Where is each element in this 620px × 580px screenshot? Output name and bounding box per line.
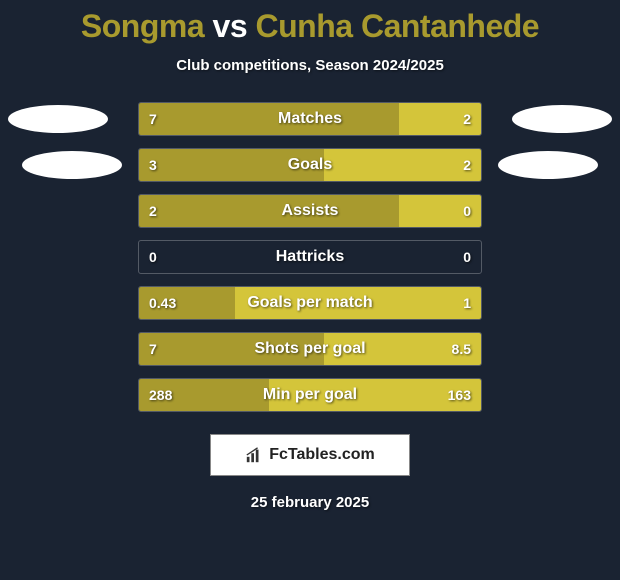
stat-bar-left-fill [139, 149, 324, 181]
stat-row: 78.5Shots per goal [0, 332, 620, 366]
stat-value-right: 8.5 [452, 333, 471, 365]
stat-row: 20Assists [0, 194, 620, 228]
stat-bar-track: 20Assists [138, 194, 482, 228]
vs-separator: vs [213, 8, 248, 44]
stat-row: 32Goals [0, 148, 620, 182]
stat-value-left: 0.43 [149, 287, 176, 319]
stat-value-left: 7 [149, 333, 157, 365]
stat-bar-track: 288163Min per goal [138, 378, 482, 412]
stat-row: 0.431Goals per match [0, 286, 620, 320]
stats-chart: 72Matches32Goals20Assists00Hattricks0.43… [0, 102, 620, 412]
stat-bar-track: 78.5Shots per goal [138, 332, 482, 366]
stat-bar-left-fill [139, 103, 399, 135]
stat-value-right: 2 [463, 149, 471, 181]
chart-icon [245, 446, 263, 464]
subtitle: Club competitions, Season 2024/2025 [0, 57, 620, 74]
stat-value-left: 7 [149, 103, 157, 135]
stat-bar-track: 32Goals [138, 148, 482, 182]
player-left-name: Songma [81, 8, 204, 44]
stat-bar-right-fill [235, 287, 481, 319]
stat-value-right: 0 [463, 195, 471, 227]
player-right-name: Cunha Cantanhede [256, 8, 540, 44]
stat-value-right: 1 [463, 287, 471, 319]
stat-row: 0 0Hattricks [0, 240, 620, 274]
stat-value-left: 288 [149, 379, 172, 411]
stat-bar-left-fill [139, 195, 399, 227]
comparison-title: Songma vs Cunha Cantanhede [0, 0, 620, 45]
stat-row: 288163Min per goal [0, 378, 620, 412]
stat-value-right: 163 [448, 379, 471, 411]
stat-value-left: 2 [149, 195, 157, 227]
stat-bar-track: 0.431Goals per match [138, 286, 482, 320]
stat-bar-right-fill [324, 149, 481, 181]
stat-value-left: 3 [149, 149, 157, 181]
stat-value-right: 2 [463, 103, 471, 135]
stat-bar-left-fill [139, 333, 324, 365]
stat-label: Hattricks [139, 241, 481, 273]
stat-value-right: 0 [463, 241, 471, 273]
stat-value-left: 0 [149, 241, 157, 273]
brand-logo[interactable]: FcTables.com [210, 434, 410, 476]
footer-date: 25 february 2025 [0, 494, 620, 511]
stat-bar-track: 72Matches [138, 102, 482, 136]
stat-row: 72Matches [0, 102, 620, 136]
brand-text: FcTables.com [269, 446, 375, 464]
stat-bar-track: 0 0Hattricks [138, 240, 482, 274]
